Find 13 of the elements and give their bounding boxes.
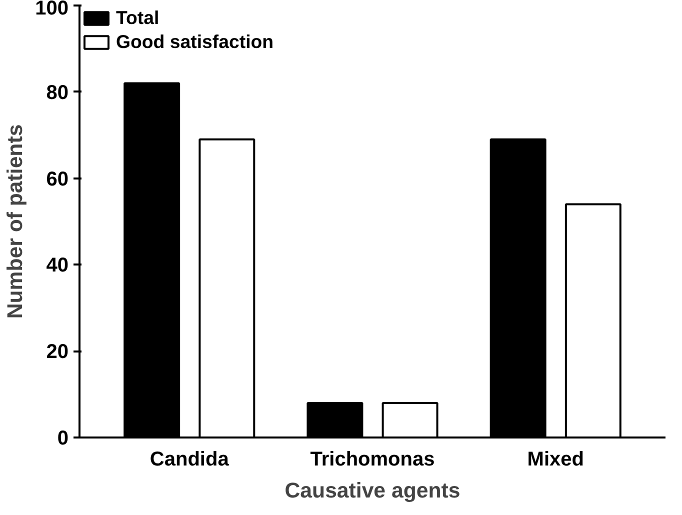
y-tick-label: 100: [35, 0, 69, 20]
y-tick-label: 20: [46, 341, 69, 364]
y-tick-label: 40: [46, 254, 69, 277]
x-tick-label: Mixed: [527, 448, 584, 470]
y-tick-label: 0: [57, 428, 68, 450]
x-tick-label: Trichomonas: [310, 448, 435, 470]
y-tick-label: 60: [46, 168, 69, 190]
x-tick-label: Candida: [150, 448, 230, 470]
legend-label: Good satisfaction: [116, 31, 274, 53]
x-axis-title: Causative agents: [284, 478, 460, 502]
legend-label: Total: [116, 7, 160, 29]
y-tick-label: 80: [46, 82, 69, 104]
y-axis-title: Number of patients: [3, 124, 28, 319]
